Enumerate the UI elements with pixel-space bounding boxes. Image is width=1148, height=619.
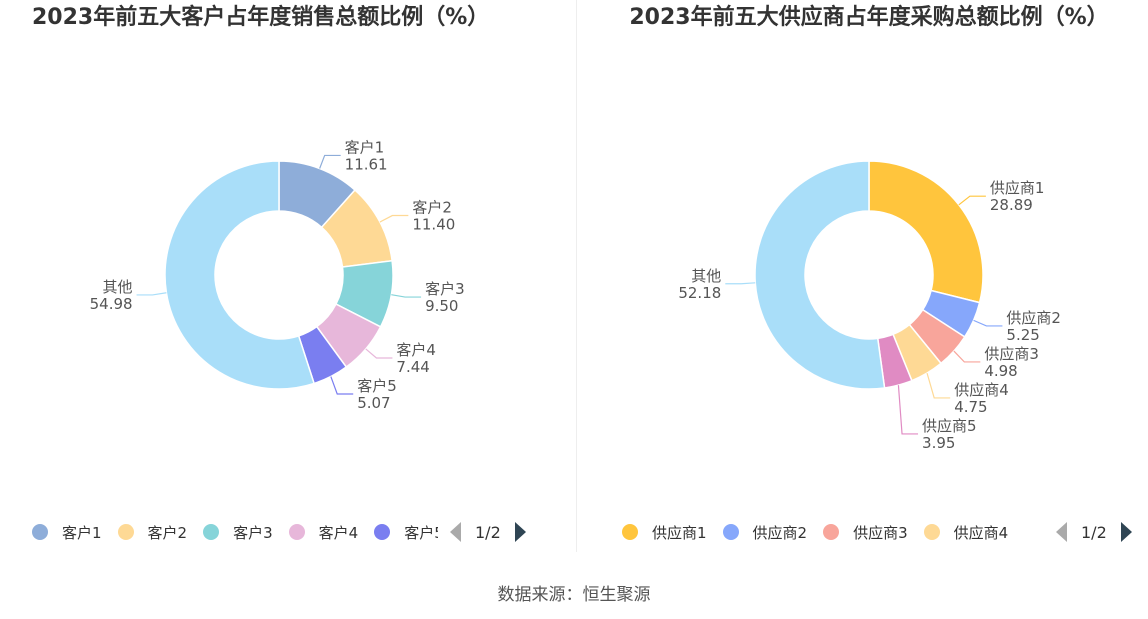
slice-category-label: 客户3	[425, 280, 465, 298]
legend-marker-icon	[32, 524, 48, 540]
slice-value-label: 54.98	[90, 295, 133, 313]
legend-item[interactable]: 客户3	[203, 522, 273, 543]
legend-label: 客户3	[233, 523, 273, 542]
slice-value-label: 52.18	[678, 284, 721, 302]
legend-marker-icon	[923, 524, 940, 540]
slice-category-label: 其他	[103, 278, 133, 296]
slice-category-label: 供应商5	[922, 417, 977, 435]
legend-item[interactable]: 客户4	[288, 522, 359, 543]
legend-marker-icon	[203, 524, 220, 540]
legend-prev-arrow-icon[interactable]	[1056, 522, 1067, 542]
legend-item[interactable]: 供应商2	[722, 522, 808, 543]
legend-prev-arrow-icon[interactable]	[450, 522, 461, 542]
legend-page-indicator: 1/2	[1081, 522, 1107, 542]
slice-value-label: 4.98	[984, 362, 1017, 380]
supplier-chart-panel: 2023年前五大供应商占年度采购总额比例（%） 供应商1 28.89 供应商2 5.2…	[574, 0, 1148, 560]
slice-category-label: 供应商1	[990, 179, 1045, 197]
legend-marker-icon	[117, 524, 134, 540]
slice-value-label: 5.07	[357, 394, 390, 412]
chart-title: 2023年前五大客户占年度销售总额比例（%）	[32, 5, 490, 30]
chart-title: 2023年前五大供应商占年度采购总额比例（%）	[629, 5, 1109, 30]
legend-marker-icon	[622, 524, 638, 540]
legend-item[interactable]: 客户1	[32, 522, 102, 543]
slice-category-label: 客户2	[412, 199, 452, 217]
legend-label: 供应商3	[853, 523, 908, 542]
slice-category-label: 供应商4	[954, 381, 1009, 399]
slice-value-label: 3.95	[922, 434, 955, 452]
legend-label: 供应商1	[652, 523, 707, 542]
slice-category-label: 客户4	[396, 341, 436, 359]
legend-items: 供应商1 供应商2 供应商3 供应商4	[622, 522, 1044, 543]
chart-legend: 客户1 客户2 客户3 客户4 客户5 1/2	[32, 518, 526, 546]
legend-page-indicator: 1/2	[475, 522, 501, 542]
legend-items: 客户1 客户2 客户3 客户4 客户5	[32, 522, 438, 543]
slice-category-label: 供应商3	[984, 345, 1039, 363]
legend-label: 客户2	[147, 523, 188, 542]
slice-value-label: 9.50	[425, 297, 458, 315]
label-leader-line	[958, 195, 986, 206]
label-leader-line	[973, 319, 1003, 327]
legend-item[interactable]: 供应商1	[622, 522, 707, 543]
slice-category-label: 客户1	[345, 138, 385, 156]
chart-legend: 供应商1 供应商2 供应商3 供应商4 1/2	[622, 518, 1132, 546]
legend-label: 客户4	[318, 523, 359, 542]
legend-marker-icon	[288, 524, 305, 540]
label-leader-line	[897, 385, 919, 435]
legend-label: 客户5	[404, 523, 438, 542]
slice-value-label: 4.75	[954, 398, 987, 416]
slice-category-label: 其他	[691, 267, 721, 285]
label-leader-line	[391, 294, 422, 298]
legend-marker-icon	[374, 524, 391, 540]
donut-slice[interactable]	[164, 160, 316, 390]
legend-marker-icon	[722, 524, 739, 540]
label-leader-line	[319, 154, 341, 169]
panel-divider	[576, 0, 577, 552]
donut-slice[interactable]	[754, 160, 886, 390]
label-leader-line	[379, 214, 409, 223]
label-leader-line	[926, 372, 951, 399]
slice-value-label: 5.25	[1006, 326, 1039, 344]
legend-item[interactable]: 供应商3	[823, 522, 908, 543]
data-source-note: 数据来源：恒生聚源	[497, 585, 651, 605]
slice-value-label: 7.44	[396, 358, 429, 376]
slice-value-label: 11.40	[412, 216, 455, 234]
label-leader-line	[136, 292, 167, 296]
label-leader-line	[725, 282, 756, 285]
legend-item[interactable]: 客户2	[117, 522, 188, 543]
legend-label: 供应商2	[752, 523, 808, 542]
legend-next-arrow-icon[interactable]	[1120, 522, 1132, 542]
legend-pager: 1/2	[1056, 522, 1132, 542]
label-leader-line	[953, 350, 981, 363]
slice-category-label: 客户5	[357, 377, 397, 395]
legend-pager: 1/2	[450, 522, 526, 542]
donut-slice[interactable]	[868, 160, 984, 304]
legend-next-arrow-icon[interactable]	[514, 522, 526, 542]
slice-value-label: 28.89	[990, 196, 1033, 214]
legend-marker-icon	[823, 524, 840, 540]
legend-label: 供应商4	[953, 523, 1009, 542]
slice-category-label: 供应商2	[1006, 309, 1061, 327]
legend-item[interactable]: 供应商4	[923, 522, 1009, 543]
slice-value-label: 11.61	[345, 155, 388, 173]
label-leader-line	[330, 376, 354, 395]
legend-label: 客户1	[62, 523, 102, 542]
label-leader-line	[365, 348, 393, 359]
legend-item[interactable]: 客户5	[374, 522, 438, 543]
customer-chart-panel: 2023年前五大客户占年度销售总额比例（%） 客户1 11.61 客户2 11.40 客…	[0, 0, 574, 560]
